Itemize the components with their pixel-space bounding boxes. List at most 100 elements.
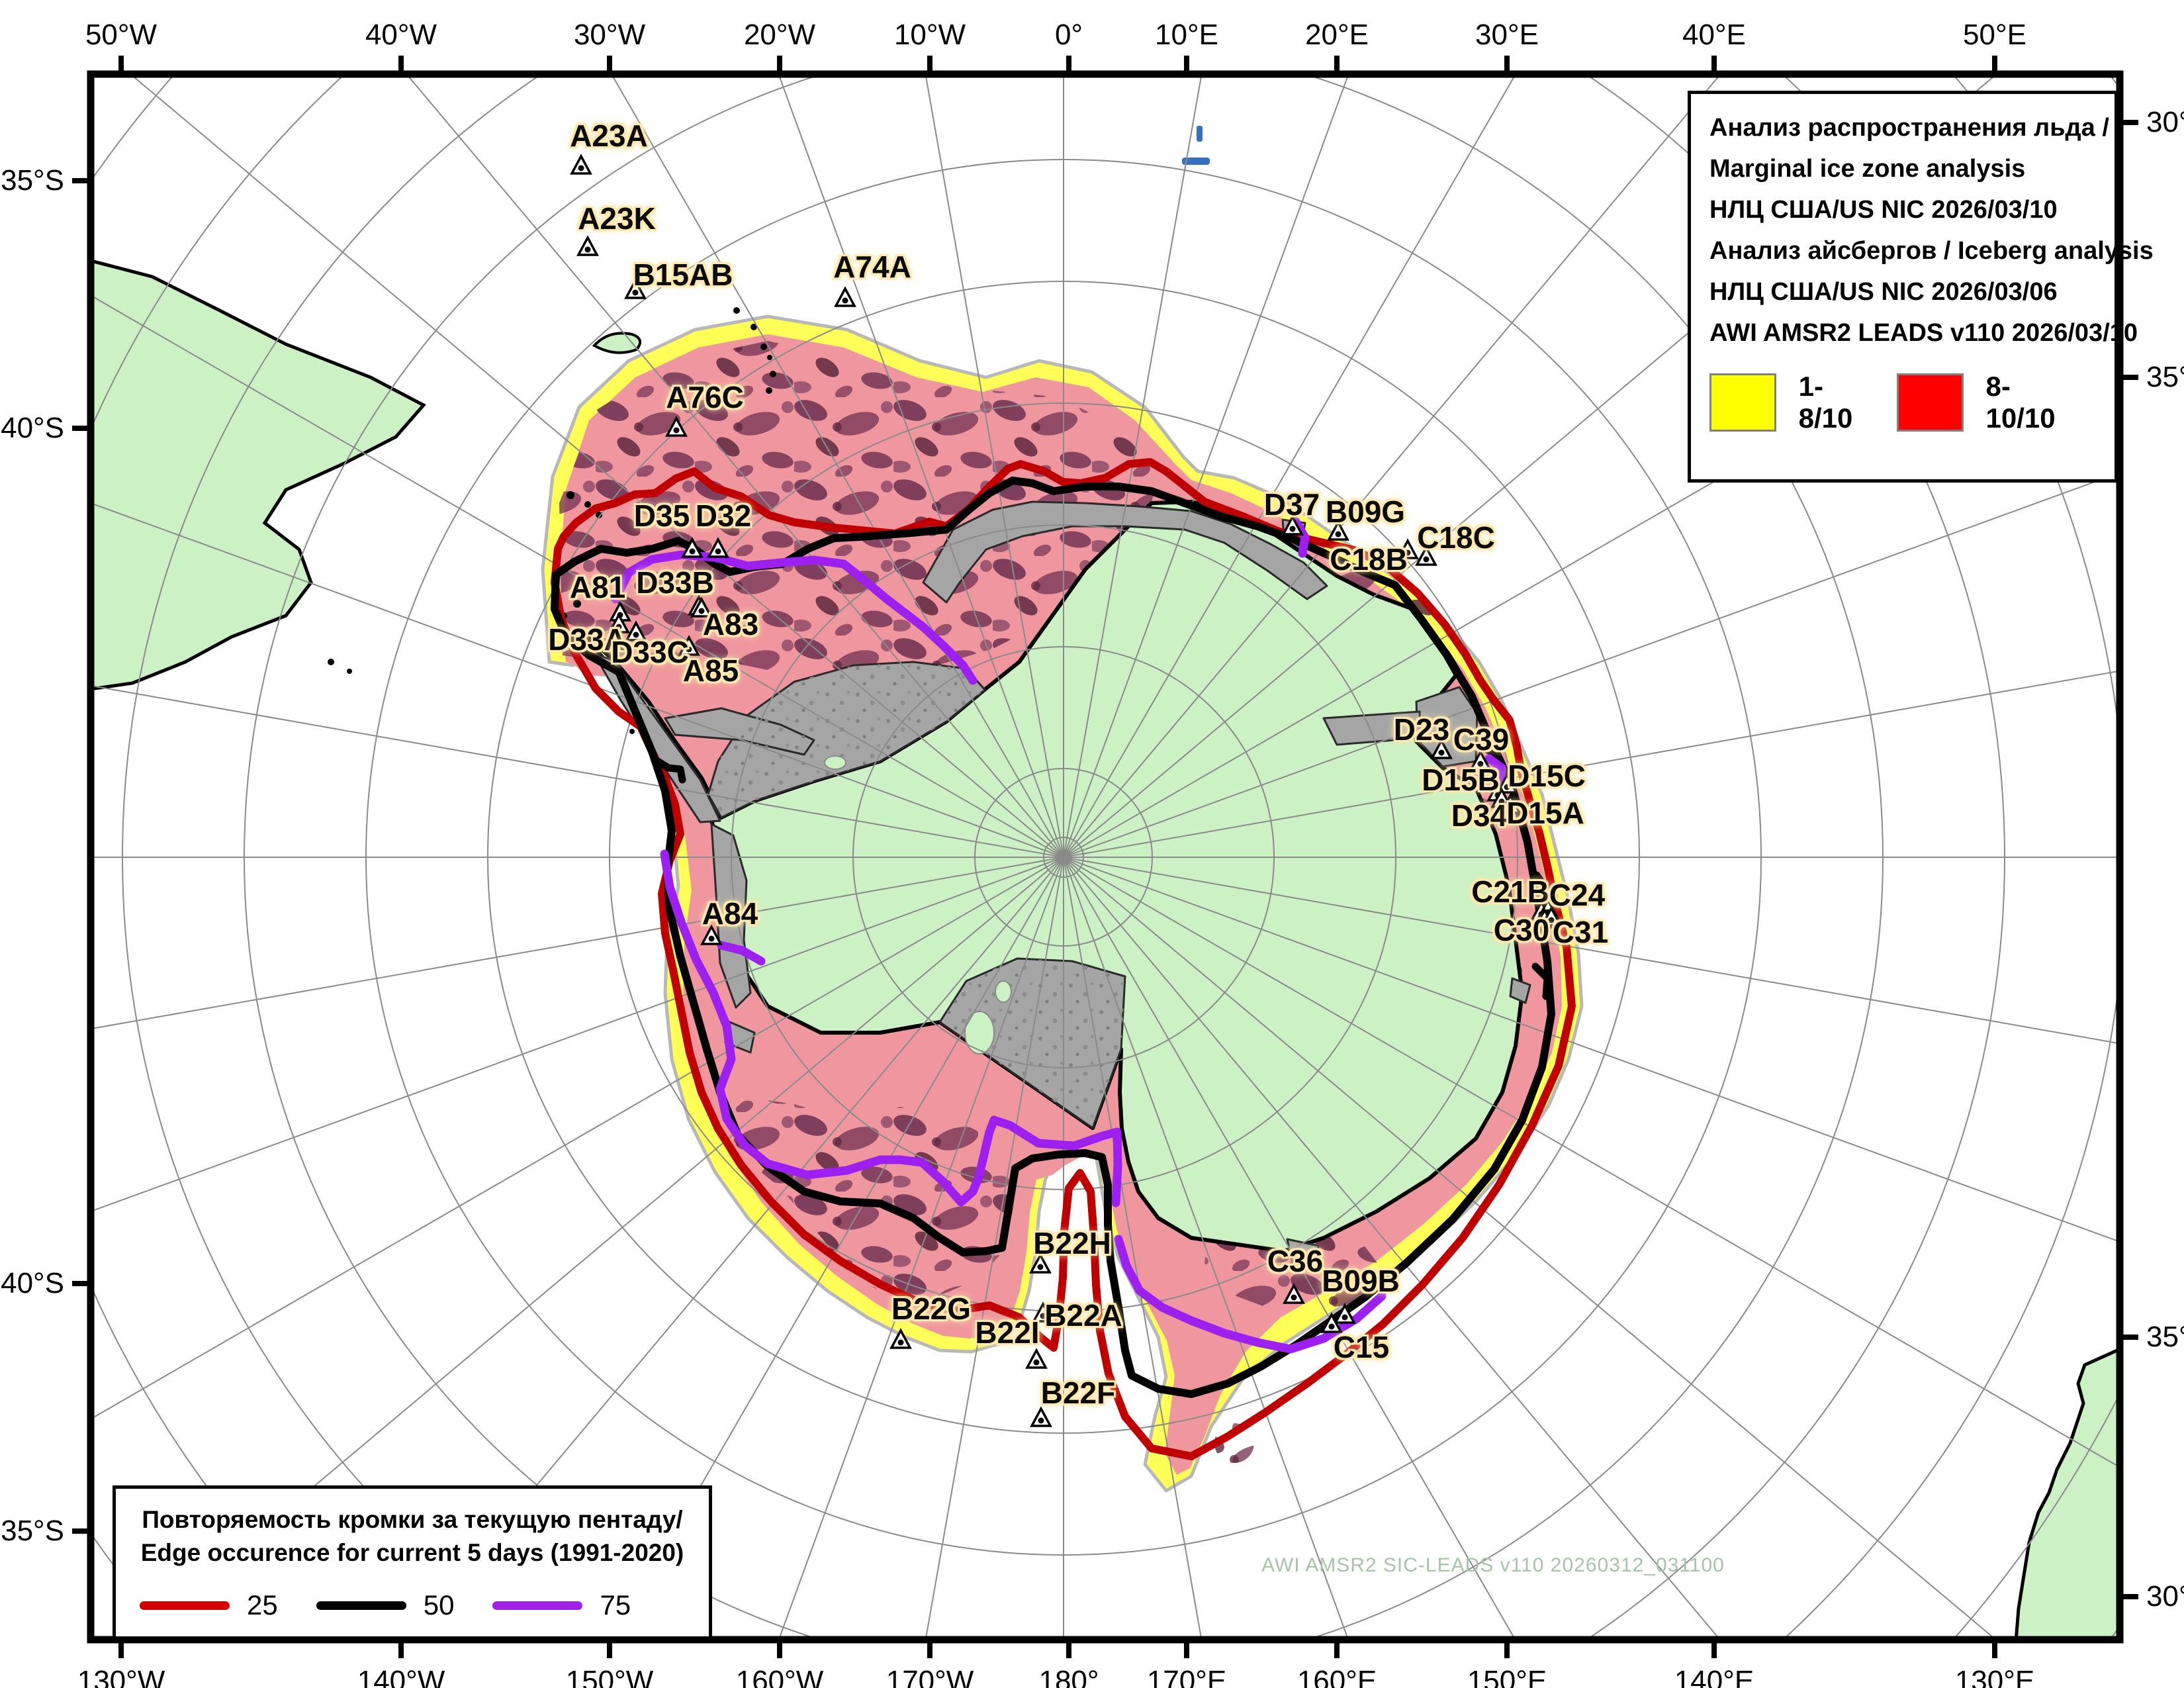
- legend-line-nic-date2: НЛЦ США/US NIC 2026/03/06: [1709, 278, 2058, 306]
- iceberg-label-C39: C39: [1453, 722, 1510, 757]
- axis-tick-top-0°: 0°: [1054, 19, 1083, 51]
- legend-line-ru-ice: Анализ распространения льда /: [1709, 114, 2109, 142]
- iceberg-label-D15A: D15A: [1506, 796, 1584, 830]
- ice-mottling: [559, 341, 1533, 1463]
- iceberg-label-C24: C24: [1549, 878, 1606, 912]
- iceberg-label-B15AB: B15AB: [633, 258, 733, 292]
- axis-tick-bottom-130°E: 130°E: [1954, 1665, 2035, 1688]
- iceberg-label-B22A: B22A: [1044, 1298, 1122, 1333]
- swatch-1-8-label: 1-8/10: [1798, 371, 1853, 434]
- axis-tick-bottom-180°: 180°: [1038, 1665, 1099, 1688]
- iceberg-label-B22F: B22F: [1040, 1376, 1116, 1410]
- iceberg-label-D34: D34: [1451, 798, 1508, 833]
- axis-tick-left-35°S: 35°S: [1, 1515, 64, 1547]
- axis-tick-bottom-140°E: 140°E: [1674, 1665, 1754, 1688]
- iceberg-label-B22H: B22H: [1033, 1226, 1111, 1260]
- iceberg-label-D33B: D33B: [636, 565, 714, 600]
- iceberg-marker-D15A: [1499, 793, 1522, 814]
- swatch-8-10: [1896, 373, 1964, 432]
- edge-50-contour: [551, 477, 1555, 1398]
- axis-tick-left-35°S: 35°S: [1, 164, 64, 197]
- axis-tick-right-35°S: 35°S: [2146, 361, 2184, 393]
- iceberg-label-A81: A81: [569, 570, 626, 604]
- iceberg-label-D37: D37: [1263, 487, 1320, 522]
- edge-50-value: 50: [423, 1589, 455, 1620]
- iceberg-label-A84: A84: [702, 896, 758, 931]
- iceberg-label-D33A: D33A: [548, 622, 626, 657]
- iceberg-marker-D33C: [625, 620, 647, 641]
- swatch-1-8: [1709, 373, 1776, 432]
- axis-tick-bottom-160°W: 160°W: [735, 1665, 824, 1688]
- axis-tick-right-30°S: 30°S: [2146, 1580, 2184, 1613]
- iceberg-label-C15: C15: [1333, 1330, 1390, 1364]
- edge-75-value: 75: [600, 1589, 631, 1620]
- axis-tick-top-40°E: 40°E: [1682, 19, 1746, 51]
- axis-tick-top-20°E: 20°E: [1305, 19, 1369, 51]
- axis-tick-bottom-160°E: 160°E: [1297, 1665, 1377, 1688]
- amsr2-watermark: AWI AMSR2 SIC-LEADS v110 20260312_031100: [1261, 1554, 1725, 1576]
- axis-tick-top-30°E: 30°E: [1475, 19, 1539, 51]
- iceberg-label-A23A: A23A: [570, 118, 648, 153]
- map-frame: [87, 70, 2124, 1644]
- iceberg-label-B09G: B09G: [1325, 494, 1406, 529]
- iceberg-marker-D23: [1430, 738, 1453, 759]
- iceberg-label-C31: C31: [1552, 915, 1609, 949]
- edge-occurrence-contours: [551, 458, 1576, 1460]
- axis-tick-left-40°S: 40°S: [1, 1267, 64, 1299]
- iceberg-label-B22I: B22I: [975, 1315, 1040, 1350]
- iceberg-label-A85: A85: [682, 653, 739, 688]
- axis-tick-top-20°W: 20°W: [743, 19, 816, 51]
- axis-tick-top-40°W: 40°W: [365, 19, 437, 51]
- iceberg-label-D35: D35: [633, 498, 690, 533]
- iceberg-label-C21B: C21B: [1471, 874, 1549, 909]
- iceberg-marker-A83: [690, 596, 713, 618]
- iceberg-label-A83: A83: [702, 607, 759, 641]
- iceberg-marker-B22G: [889, 1328, 912, 1349]
- iceberg-marker-D33A: [608, 612, 630, 633]
- iceberg-label-C18B: C18B: [1330, 542, 1408, 577]
- iceberg-label-A74A: A74A: [833, 250, 911, 284]
- iceberg-label-C36: C36: [1267, 1244, 1324, 1278]
- edge-75-swatch: [492, 1601, 583, 1610]
- iceberg-marker-C36: [1283, 1283, 1305, 1304]
- concentration-swatch-row: 1-8/10 8-10/10: [1709, 371, 2096, 434]
- iceberg-label-B22G: B22G: [891, 1291, 972, 1326]
- axis-tick-bottom-140°W: 140°W: [357, 1665, 445, 1688]
- axis-tick-right-35°S: 35°S: [2146, 1321, 2184, 1353]
- axis-ticks: [72, 56, 2138, 1658]
- iceberg-marker-B22A: [1032, 1301, 1054, 1323]
- iceberg-marker-B22F: [1030, 1406, 1052, 1427]
- axis-tick-bottom-150°E: 150°E: [1467, 1665, 1547, 1688]
- iceberg-marker-C39: [1469, 749, 1492, 771]
- south-america: [94, 259, 426, 690]
- edge-legend-title-en: Edge occurence for current 5 days (1991-…: [140, 1539, 684, 1566]
- edge-legend-items: 25 50 75: [116, 1589, 709, 1621]
- iceberg-marker-A84: [700, 924, 723, 945]
- iceberg-marker-A23A: [570, 154, 592, 175]
- axis-tick-left-40°S: 40°S: [1, 412, 64, 444]
- axis-tick-top-10°E: 10°E: [1155, 19, 1218, 51]
- iceberg-markers: [570, 154, 1563, 1427]
- iceberg-label-A76C: A76C: [666, 380, 744, 414]
- ice-shelf-texture: [708, 662, 1125, 1128]
- iceberg-marker-C18C: [1415, 545, 1437, 566]
- iceberg-marker-A85: [678, 635, 700, 656]
- axis-tick-top-10°W: 10°W: [893, 19, 966, 51]
- analysis-legend-box: Анализ распространения льда / Marginal i…: [1688, 91, 2154, 483]
- axis-tick-bottom-130°W: 130°W: [77, 1665, 165, 1688]
- iceberg-marker-B09B: [1334, 1303, 1356, 1324]
- iceberg-label-B09B: B09B: [1322, 1264, 1400, 1298]
- iceberg-marker-D35: [681, 537, 704, 558]
- iceberg-marker-A76C: [665, 416, 688, 437]
- edge-50-swatch: [316, 1601, 406, 1610]
- iceberg-marker-D15C: [1496, 773, 1518, 794]
- edge-25-value: 25: [247, 1589, 278, 1620]
- edge-25-swatch: [140, 1601, 230, 1610]
- legend-line-nic-date: НЛЦ США/US NIC 2026/03/10: [1709, 196, 2058, 224]
- edge-25-contour: [551, 458, 1576, 1460]
- legend-line-iceberg: Анализ айсбергов / Iceberg analysis: [1709, 237, 2154, 265]
- iceberg-marker-C31: [1540, 906, 1563, 927]
- iceberg-label-A23K: A23K: [578, 201, 656, 236]
- iceberg-label-D15B: D15B: [1422, 763, 1500, 797]
